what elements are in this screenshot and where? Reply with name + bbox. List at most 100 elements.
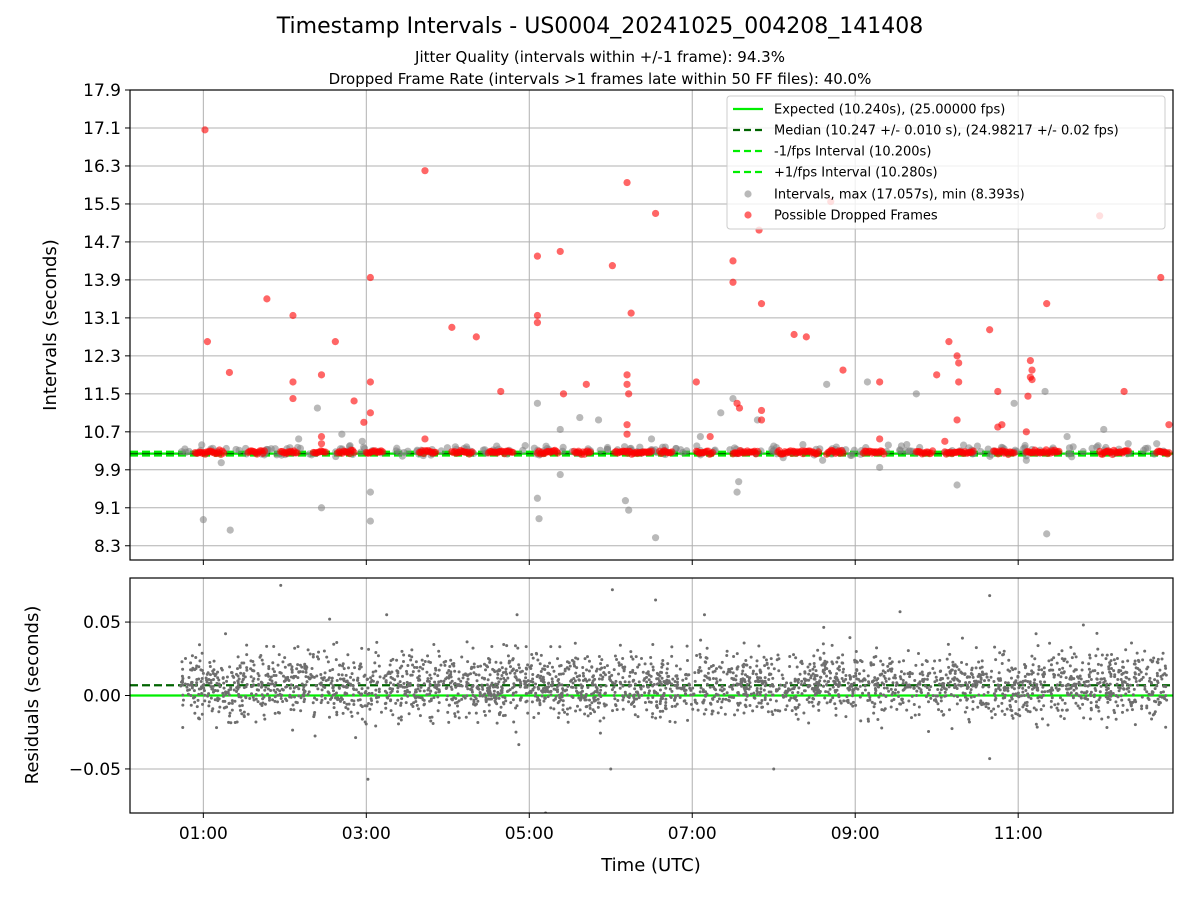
residual-point bbox=[722, 670, 726, 674]
residual-point bbox=[770, 662, 774, 666]
residual-point bbox=[812, 677, 816, 681]
residual-point bbox=[367, 702, 371, 706]
residual-point bbox=[241, 677, 245, 681]
residual-point bbox=[356, 678, 360, 682]
residual-point bbox=[351, 693, 355, 697]
dropped-frame-point bbox=[623, 371, 631, 379]
residual-point bbox=[908, 675, 912, 679]
residual-point bbox=[1109, 659, 1113, 663]
residual-point bbox=[1149, 680, 1153, 684]
residual-point bbox=[944, 687, 948, 691]
residual-point bbox=[1016, 691, 1020, 695]
residual-point bbox=[459, 679, 463, 683]
residual-point bbox=[271, 661, 275, 665]
residual-point bbox=[766, 710, 770, 714]
residual-point bbox=[575, 704, 579, 708]
interval-point bbox=[313, 404, 322, 412]
residual-point bbox=[273, 684, 277, 688]
residual-point bbox=[951, 663, 955, 667]
residual-point bbox=[509, 701, 513, 705]
dropped-frame-point bbox=[289, 378, 297, 386]
residual-point bbox=[665, 667, 669, 671]
residual-point bbox=[613, 682, 617, 686]
residual-point bbox=[764, 693, 768, 697]
residual-point bbox=[764, 658, 768, 662]
residual-point bbox=[789, 696, 793, 700]
residual-point bbox=[267, 664, 271, 668]
residual-point bbox=[345, 702, 349, 706]
residual-point bbox=[315, 698, 319, 702]
residual-point bbox=[331, 689, 335, 693]
dropped-frame-point bbox=[360, 418, 368, 426]
residual-point bbox=[668, 687, 672, 691]
residual-point bbox=[603, 691, 607, 695]
residual-point bbox=[1133, 659, 1137, 663]
residual-point bbox=[1102, 681, 1106, 685]
residual-point bbox=[908, 670, 912, 674]
residual-point bbox=[259, 680, 263, 684]
residual-point bbox=[1048, 641, 1052, 645]
residual-point bbox=[222, 681, 226, 685]
residual-point bbox=[1036, 644, 1040, 648]
residual-point bbox=[574, 686, 578, 690]
residual-point bbox=[346, 681, 350, 685]
residual-point bbox=[998, 651, 1002, 655]
residual-point bbox=[216, 670, 220, 674]
residual-point bbox=[618, 686, 622, 690]
residual-point bbox=[243, 675, 247, 679]
residual-point bbox=[872, 679, 876, 683]
interval-point bbox=[366, 488, 374, 496]
residual-point bbox=[1089, 690, 1093, 694]
residual-point bbox=[744, 693, 748, 697]
residual-point bbox=[1016, 674, 1020, 678]
residual-point bbox=[181, 693, 185, 697]
residual-point bbox=[955, 695, 959, 699]
residual-point bbox=[1049, 699, 1053, 703]
residual-point bbox=[236, 681, 240, 685]
residual-point bbox=[684, 688, 688, 692]
residual-point bbox=[732, 696, 736, 700]
residual-point bbox=[200, 676, 204, 680]
residual-point bbox=[561, 703, 565, 707]
residual-point bbox=[1096, 705, 1100, 709]
residual-point bbox=[577, 678, 581, 682]
residual-point bbox=[481, 694, 485, 698]
residual-point bbox=[739, 677, 743, 681]
residual-point bbox=[335, 679, 339, 683]
residual-point bbox=[232, 688, 236, 692]
dropped-frame-point bbox=[533, 319, 542, 327]
residual-point bbox=[261, 701, 265, 705]
residual-point bbox=[588, 703, 592, 707]
residual-point bbox=[346, 707, 350, 711]
residual-point bbox=[568, 664, 572, 668]
residual-point bbox=[546, 665, 550, 669]
residual-point bbox=[484, 695, 488, 699]
residual-point bbox=[201, 702, 205, 706]
y-tick-label: −0.05 bbox=[69, 760, 121, 780]
residual-point bbox=[612, 694, 616, 698]
residual-point bbox=[406, 664, 410, 668]
residual-point bbox=[441, 682, 445, 686]
residual-point bbox=[646, 696, 650, 700]
residual-point bbox=[1141, 675, 1145, 679]
residual-point bbox=[1000, 701, 1004, 705]
residual-point bbox=[389, 681, 393, 685]
residual-point bbox=[539, 670, 543, 674]
residual-point bbox=[745, 683, 749, 687]
residual-point bbox=[634, 655, 638, 659]
residual-point bbox=[1105, 725, 1109, 729]
residual-point bbox=[796, 691, 800, 695]
residual-point bbox=[496, 682, 500, 686]
residual-point bbox=[933, 659, 937, 663]
residual-point bbox=[852, 681, 856, 685]
residual-point bbox=[848, 673, 852, 677]
residual-point bbox=[1078, 683, 1082, 687]
residual-point bbox=[628, 674, 632, 678]
residual-point bbox=[749, 655, 753, 659]
residual-point bbox=[358, 698, 362, 702]
residual-point bbox=[187, 675, 191, 679]
residual-point bbox=[552, 698, 556, 702]
residual-point bbox=[257, 683, 261, 687]
residual-point bbox=[248, 696, 252, 700]
residual-point bbox=[274, 690, 278, 694]
